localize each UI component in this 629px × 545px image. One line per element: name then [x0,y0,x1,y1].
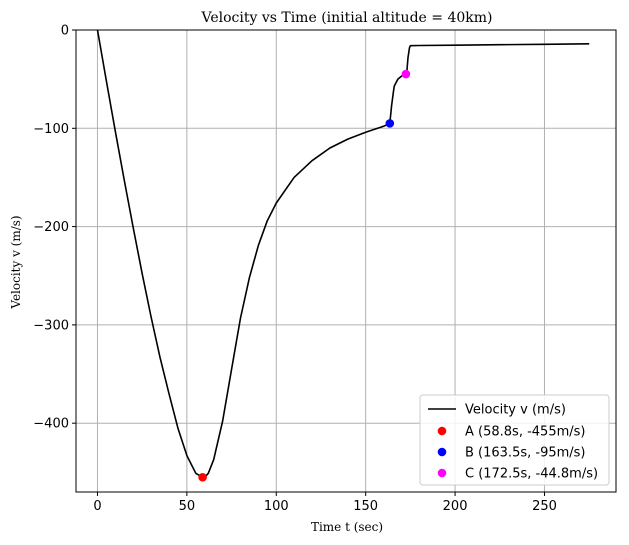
point-a [198,472,207,482]
legend: Velocity v (m/s) A (58.8s, -455m/s) B (163… [419,394,610,486]
x-tick-label: 0 [93,499,101,514]
x-tick-label: 100 [264,499,289,514]
plot-lines [96,29,590,479]
point-b [385,119,395,128]
x-tick-label: 200 [443,499,468,514]
legend-label-velocity: Velocity v (m/s) [465,403,566,418]
plot-frame [75,29,617,493]
legend-label-point-c: C (172.5s, -44.8m/s) [465,467,598,482]
point-c [401,69,411,79]
y-tick-label: 0 [61,24,69,39]
y-axis-label: Velocity v (m/s) [9,215,23,309]
series-line-velocity [96,29,590,479]
plot-points [198,69,411,482]
legend-box [419,394,610,486]
y-tick-label: −200 [33,220,69,235]
legend-marker-point-a [437,426,447,436]
y-tick-label: −100 [33,122,69,137]
legend-label-point-b: B (163.5s, -95m/s) [465,446,586,461]
legend-marker-point-c [437,468,447,478]
y-tick-label: −300 [33,318,69,333]
legend-label-point-a: A (58.8s, -455m/s) [465,425,585,440]
chart-title: Velocity vs Time (initial altitude = 40k… [201,10,493,26]
x-tick-label: 250 [532,499,557,514]
x-tick-label: 150 [353,499,378,514]
y-tick-label: −400 [33,417,69,432]
axis-ticks: 0 50 100 150 200 250 0 −100 −200 −300 −400 [33,24,557,515]
x-tick-label: 50 [179,499,196,514]
x-axis-label: Time t (sec) [311,520,383,534]
legend-marker-point-b [437,447,447,457]
